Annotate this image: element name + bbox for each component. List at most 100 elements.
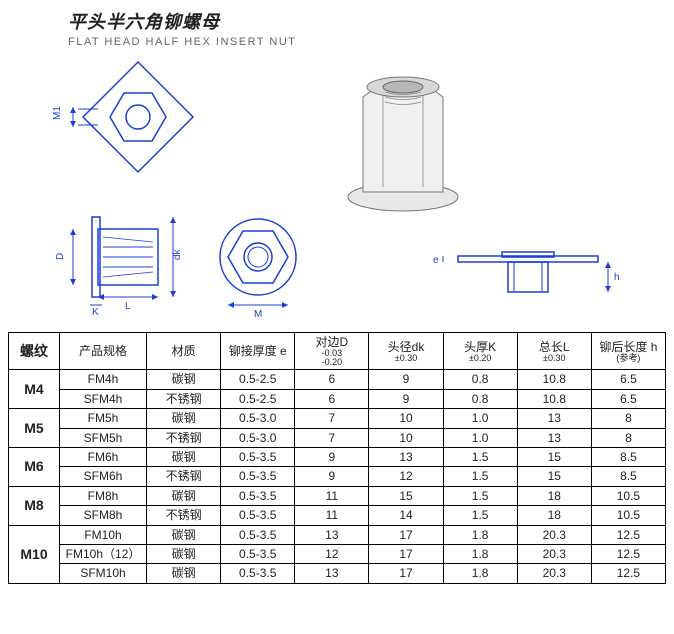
header-material: 材质: [147, 333, 221, 370]
table-row: SFM8h不锈钢0.5-3.511141.51810.5: [9, 506, 666, 525]
cell-material: 不锈钢: [147, 428, 221, 447]
cell-spec: FM5h: [60, 409, 147, 428]
cell-dk: 10: [369, 409, 443, 428]
cell-K: 1.5: [443, 486, 517, 505]
cell-dk: 14: [369, 506, 443, 525]
thread-cell: M10: [9, 525, 60, 583]
cell-h: 6.5: [591, 389, 665, 408]
thread-cell: M5: [9, 409, 60, 448]
cell-h: 6.5: [591, 370, 665, 389]
cell-dk: 17: [369, 525, 443, 544]
diagram-area: M1 D dk K: [8, 52, 666, 332]
cell-K: 1.0: [443, 428, 517, 447]
cell-h: 10.5: [591, 486, 665, 505]
cell-K: 1.5: [443, 506, 517, 525]
cell-e: 0.5-3.5: [221, 467, 295, 486]
cell-e: 0.5-3.5: [221, 506, 295, 525]
cell-h: 12.5: [591, 544, 665, 563]
table-row: SFM5h不锈钢0.5-3.07101.0138: [9, 428, 666, 447]
cell-e: 0.5-3.0: [221, 428, 295, 447]
table-row: M4FM4h碳钢0.5-2.5690.810.86.5: [9, 370, 666, 389]
diagram-3d-render: [348, 77, 458, 211]
cell-spec: SFM5h: [60, 428, 147, 447]
label-dk: dk: [172, 248, 183, 260]
cell-e: 0.5-3.5: [221, 525, 295, 544]
cell-material: 不锈钢: [147, 389, 221, 408]
diagram-under-plate: e h: [433, 252, 620, 292]
title-english: FLAT HEAD HALF HEX INSERT NUT: [68, 36, 666, 48]
cell-h: 12.5: [591, 525, 665, 544]
cell-L: 20.3: [517, 525, 591, 544]
label-L: L: [125, 301, 131, 312]
cell-dk: 17: [369, 564, 443, 583]
cell-D: 6: [295, 370, 369, 389]
cell-L: 15: [517, 447, 591, 466]
header-across-flats: 对边D -0.03 -0.20: [295, 333, 369, 370]
cell-e: 0.5-3.0: [221, 409, 295, 428]
label-e: e: [433, 255, 439, 266]
diagram-top-view: M1: [52, 62, 193, 172]
cell-L: 13: [517, 428, 591, 447]
cell-material: 不锈钢: [147, 506, 221, 525]
spec-table: 螺纹 产品规格 材质 铆接厚度 e 对边D -0.03 -0.20 头径dk ±…: [8, 332, 666, 584]
cell-h: 8.5: [591, 447, 665, 466]
header-head-thick: 头厚K ±0.20: [443, 333, 517, 370]
cell-material: 碳钢: [147, 447, 221, 466]
table-row: SFM4h不锈钢0.5-2.5690.810.86.5: [9, 389, 666, 408]
cell-L: 18: [517, 486, 591, 505]
cell-e: 0.5-3.5: [221, 447, 295, 466]
cell-K: 1.8: [443, 564, 517, 583]
table-row: FM10h（12）碳钢0.5-3.512171.820.312.5: [9, 544, 666, 563]
cell-L: 13: [517, 409, 591, 428]
cell-dk: 17: [369, 544, 443, 563]
cell-material: 碳钢: [147, 525, 221, 544]
header-rivet-thickness: 铆接厚度 e: [221, 333, 295, 370]
title-chinese: 平头半六角铆螺母: [68, 8, 666, 34]
cell-L: 20.3: [517, 564, 591, 583]
header-head-dia: 头径dk ±0.30: [369, 333, 443, 370]
thread-cell: M8: [9, 486, 60, 525]
cell-e: 0.5-3.5: [221, 544, 295, 563]
cell-dk: 10: [369, 428, 443, 447]
cell-L: 10.8: [517, 389, 591, 408]
label-M: M: [254, 309, 262, 320]
cell-L: 15: [517, 467, 591, 486]
label-h: h: [614, 272, 620, 283]
cell-e: 0.5-2.5: [221, 389, 295, 408]
technical-drawing: M1 D dk K: [8, 52, 668, 332]
cell-spec: FM4h: [60, 370, 147, 389]
cell-L: 18: [517, 506, 591, 525]
cell-material: 碳钢: [147, 370, 221, 389]
cell-material: 碳钢: [147, 409, 221, 428]
cell-K: 0.8: [443, 370, 517, 389]
cell-K: 1.5: [443, 467, 517, 486]
thread-cell: M4: [9, 370, 60, 409]
cell-material: 碳钢: [147, 544, 221, 563]
label-D: D: [55, 253, 66, 260]
title-block: 平头半六角铆螺母 FLAT HEAD HALF HEX INSERT NUT: [68, 8, 666, 48]
cell-D: 13: [295, 564, 369, 583]
cell-e: 0.5-2.5: [221, 370, 295, 389]
cell-spec: SFM6h: [60, 467, 147, 486]
cell-dk: 13: [369, 447, 443, 466]
cell-L: 10.8: [517, 370, 591, 389]
cell-K: 0.8: [443, 389, 517, 408]
header-thread: 螺纹: [9, 333, 60, 370]
diagram-side-view: D dk K L: [55, 217, 183, 318]
cell-D: 11: [295, 486, 369, 505]
cell-spec: FM10h: [60, 525, 147, 544]
cell-e: 0.5-3.5: [221, 486, 295, 505]
cell-material: 碳钢: [147, 564, 221, 583]
table-row: M6FM6h碳钢0.5-3.59131.5158.5: [9, 447, 666, 466]
cell-K: 1.8: [443, 544, 517, 563]
cell-dk: 9: [369, 389, 443, 408]
label-M1: M1: [52, 106, 63, 120]
cell-K: 1.5: [443, 447, 517, 466]
cell-material: 不锈钢: [147, 467, 221, 486]
table-row: M5FM5h碳钢0.5-3.07101.0138: [9, 409, 666, 428]
cell-material: 碳钢: [147, 486, 221, 505]
cell-h: 8: [591, 409, 665, 428]
cell-h: 10.5: [591, 506, 665, 525]
thread-cell: M6: [9, 447, 60, 486]
cell-D: 11: [295, 506, 369, 525]
